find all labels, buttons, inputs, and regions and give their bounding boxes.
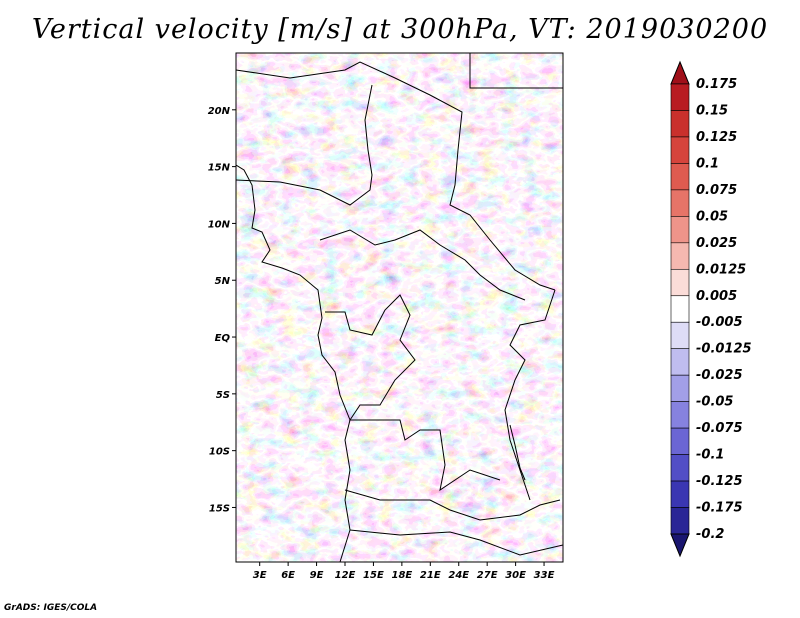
longitude-axis: 3E 6E 9E 12E 15E 18E 21E 24E 27E 30E 33E [253, 562, 555, 581]
lat-tick-label: 5S [216, 390, 230, 401]
border-congo [325, 294, 501, 492]
colorbar-level-label: 0.0125 [696, 262, 746, 277]
map-plot-area [236, 53, 563, 562]
lat-tick-label: 10N [208, 219, 231, 230]
colorbar-level-label: 0.005 [696, 289, 737, 304]
colorbar-level-label: 0.125 [696, 130, 737, 145]
lat-tick-label: 10S [209, 447, 230, 458]
lat-tick-label: 5N [215, 276, 231, 287]
lon-tick-label: 18E [391, 570, 412, 581]
colorbar-level-label: -0.025 [696, 368, 743, 383]
velocity-field [236, 53, 563, 562]
colorbar-level-label: 0.175 [696, 77, 737, 92]
colorbar-level-label: -0.05 [696, 395, 733, 410]
lon-tick-label: 24E [448, 570, 469, 581]
lon-tick-label: 33E [534, 570, 555, 581]
latitude-axis: 20N 15N 10N 5N EQ 5S 10S 15S [208, 106, 236, 514]
lat-tick-label: 15N [208, 163, 231, 174]
colorbar-max-arrow [670, 60, 690, 85]
lon-tick-label: 6E [281, 570, 295, 581]
colorbar-level-label: -0.075 [696, 421, 743, 436]
border-northeast [469, 53, 563, 89]
colorbar-swatch [670, 480, 690, 508]
colorbar-swatch [670, 163, 690, 191]
map-title: Vertical velocity [m/s] at 300hPa, VT: 2… [31, 14, 769, 45]
border-central-2 [319, 229, 526, 301]
colorbar-level-label: 0.1 [696, 156, 719, 171]
colorbar-level-label: -0.125 [696, 474, 743, 489]
colorbar-min-arrow [670, 533, 690, 558]
coastline-west [236, 164, 351, 562]
colorbar-level-label: -0.175 [696, 501, 743, 516]
border-north-africa [236, 61, 556, 291]
border-south [344, 489, 561, 521]
colorbar-swatch [670, 507, 690, 535]
colorbar-swatch [670, 242, 690, 270]
lon-tick-label: 3E [253, 570, 267, 581]
lat-tick-label: 15S [209, 503, 230, 514]
border-southwest [349, 529, 563, 556]
country-borders [236, 53, 563, 562]
lon-tick-label: 15E [363, 570, 384, 581]
colorbar-swatch [670, 295, 690, 323]
lon-tick-label: 30E [505, 570, 526, 581]
colorbar-level-label: 0.075 [696, 183, 737, 198]
lat-tick-label: 20N [208, 106, 231, 117]
lon-tick-label: 27E [477, 570, 498, 581]
colorbar-swatch [670, 83, 690, 111]
colorbar-swatch [670, 427, 690, 455]
colorbar-swatch [670, 110, 690, 138]
colorbar-swatch [670, 216, 690, 244]
colorbar-legend: 0.175 0.15 0.125 0.1 0.075 0.05 0.025 0.0125 0.0… [670, 60, 752, 558]
colorbar-swatch [670, 268, 690, 297]
colorbar-swatch [670, 374, 690, 402]
colorbar-swatch [670, 189, 690, 217]
colorbar-level-label: 0.025 [696, 236, 737, 251]
colorbar-level-label: 0.05 [696, 209, 728, 224]
colorbar-swatch [670, 348, 690, 376]
colorbar-swatch [670, 454, 690, 482]
map-frame [235, 52, 564, 563]
colorbar-swatch [670, 136, 690, 164]
border-central-1 [236, 84, 373, 206]
lon-tick-label: 12E [335, 570, 356, 581]
colorbar-level-label: -0.1 [696, 448, 724, 463]
colorbar-level-label: -0.2 [696, 527, 724, 542]
colorbar-level-label: 0.15 [696, 103, 728, 118]
colorbar-level-label: -0.0125 [696, 342, 752, 357]
border-east [504, 289, 556, 501]
lake-east [509, 424, 526, 481]
lon-tick-label: 9E [310, 570, 324, 581]
colorbar-swatch [670, 401, 690, 429]
colorbar-swatch [670, 321, 690, 350]
colorbar-level-label: -0.005 [696, 315, 743, 330]
lon-tick-label: 21E [420, 570, 441, 581]
grads-credit: GrADS: IGES/COLA [4, 603, 98, 613]
lat-tick-label: EQ [215, 333, 231, 344]
